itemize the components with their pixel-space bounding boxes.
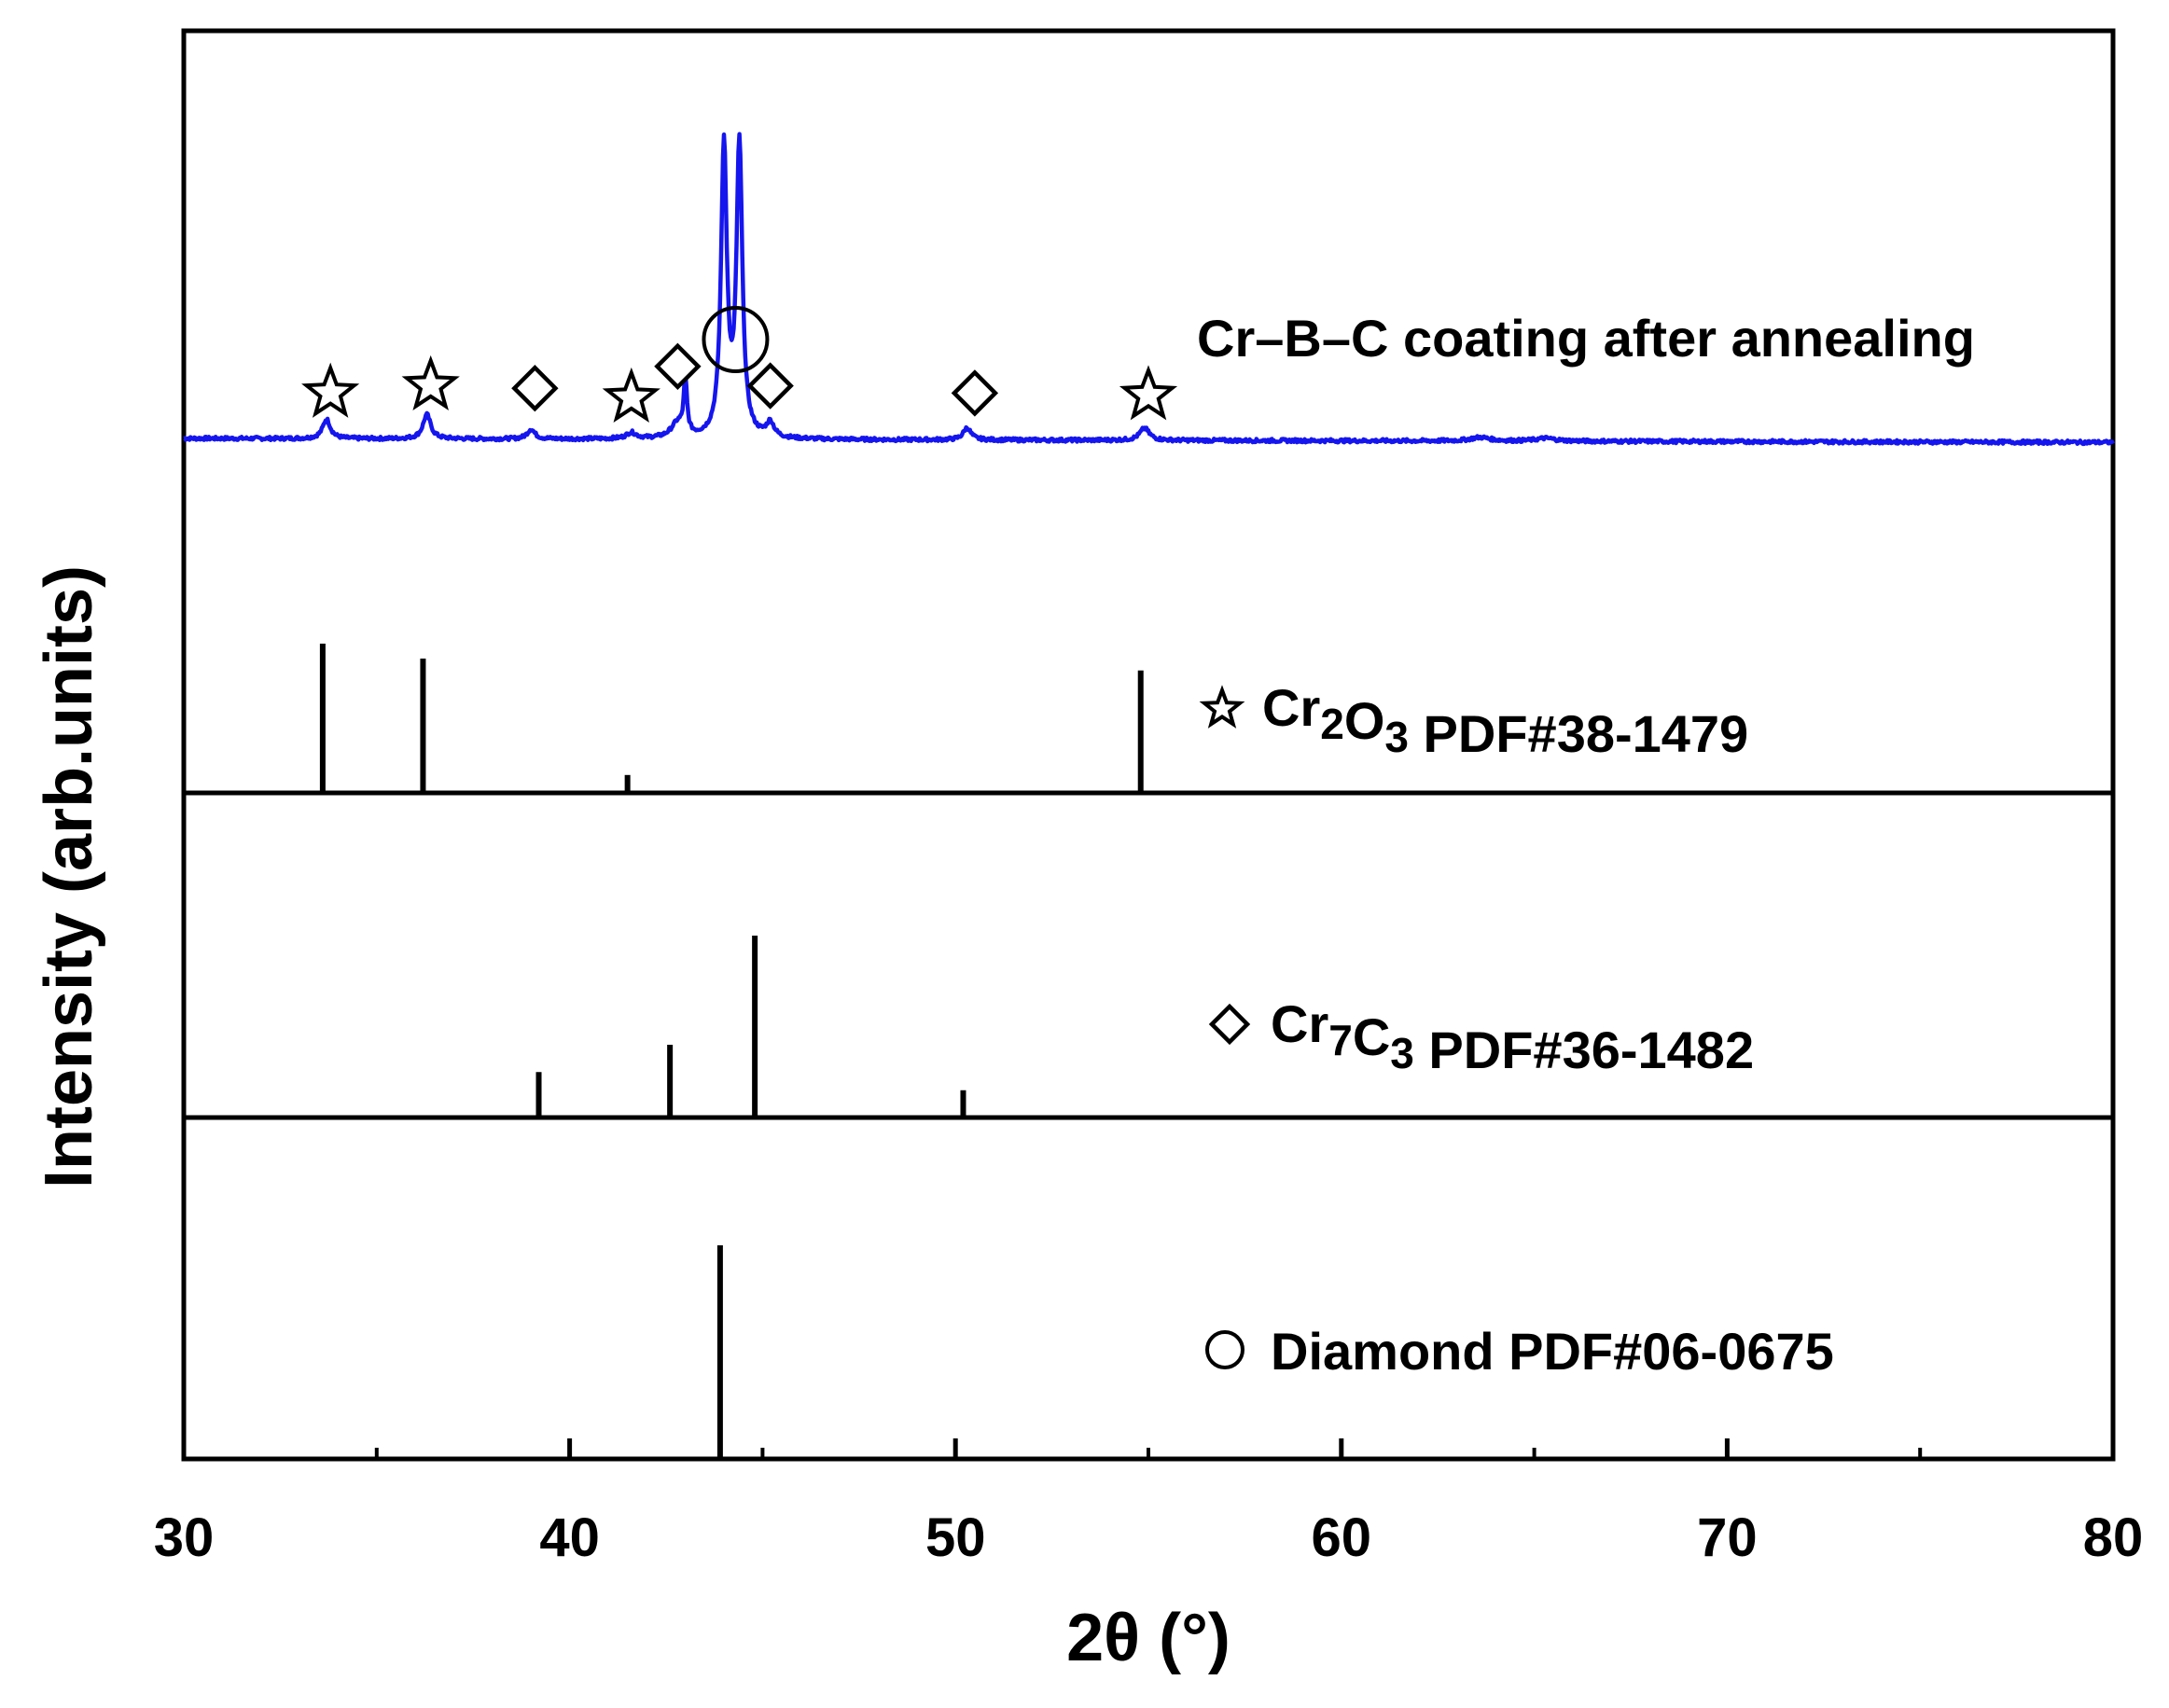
reference-pattern-label: Diamond PDF#06-0675 bbox=[1271, 1322, 1834, 1381]
reference-lines bbox=[319, 644, 1144, 1459]
x-axis-title: 2θ (°) bbox=[1066, 1601, 1230, 1675]
star-marker-icon bbox=[1119, 365, 1178, 421]
reference-pattern-label: Cr2O3 PDF#38-1479 bbox=[1262, 678, 1748, 763]
panel-frame-top bbox=[181, 28, 2116, 796]
star-marker-icon bbox=[602, 367, 660, 424]
star-marker-icon bbox=[401, 354, 460, 411]
x-tick-label: 60 bbox=[1312, 1507, 1372, 1568]
series-group bbox=[182, 132, 2116, 447]
x-tick-label: 80 bbox=[2083, 1507, 2144, 1568]
diamond-marker-icon bbox=[654, 342, 702, 390]
diamond-marker-icon bbox=[746, 362, 794, 410]
x-axis-ticks: 30 40 50 60 70 80 bbox=[154, 1438, 2144, 1568]
legend-star-icon bbox=[1199, 685, 1245, 729]
diamond-marker-icon bbox=[511, 365, 559, 412]
series-label: Cr–B–C coating after annealing bbox=[1197, 309, 1975, 368]
circle-marker-icon bbox=[702, 306, 770, 373]
x-tick-label: 50 bbox=[925, 1507, 986, 1568]
star-marker-icon bbox=[301, 362, 360, 418]
x-tick-label: 70 bbox=[1697, 1507, 1758, 1568]
x-tick-label: 40 bbox=[539, 1507, 600, 1568]
panel-frame-bottom bbox=[181, 1115, 2116, 1462]
x-tick-label: 30 bbox=[154, 1507, 215, 1568]
reference-pattern-label: Cr7C3 PDF#36-1482 bbox=[1271, 994, 1754, 1079]
panel-labels: Cr–B–C coating after annealing Cr2O3 PDF#… bbox=[1197, 309, 1975, 1381]
panel-frame-mid bbox=[181, 790, 2116, 1120]
y-axis-title: Intensity (arb.units) bbox=[32, 565, 106, 1188]
legend-diamond-icon bbox=[1208, 1003, 1251, 1046]
phase-markers bbox=[301, 306, 1178, 424]
diamond-marker-icon bbox=[951, 369, 999, 417]
legend-circle-icon bbox=[1205, 1330, 1244, 1369]
xrd-series-line bbox=[182, 132, 2116, 447]
